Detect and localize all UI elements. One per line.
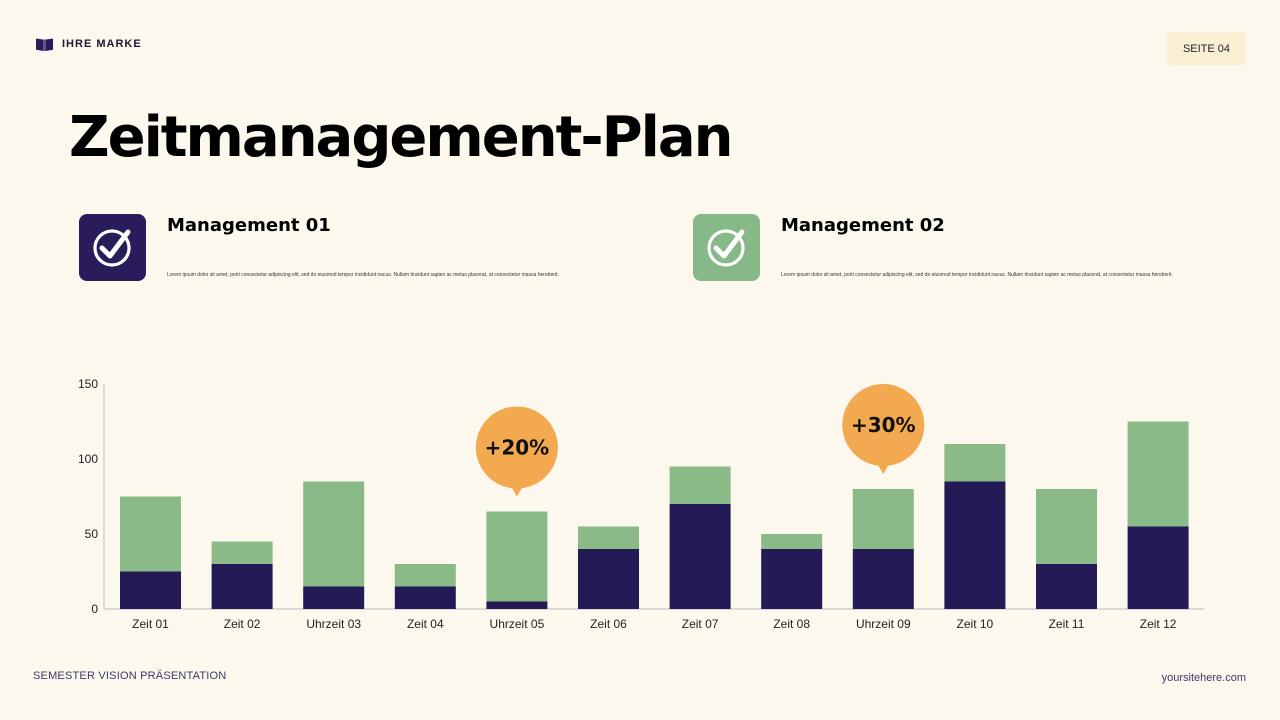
x-tick-label: Zeit 02 [224, 617, 261, 631]
x-tick-label: Uhrzeit 05 [490, 617, 545, 631]
bar-segment-series-1 [394, 586, 456, 609]
page-badge: SEITE 04 [1167, 32, 1246, 65]
annotation-bubble [475, 406, 558, 489]
page-label: SEITE 04 [1182, 42, 1231, 55]
book-icon [36, 38, 53, 51]
x-tick-label: Zeit 08 [773, 617, 810, 631]
footer-left: SEMESTER VISION PRÄSENTATION [33, 670, 227, 682]
annotation-pointer [876, 462, 891, 474]
check-circle-icon [92, 228, 131, 267]
x-tick-label: Uhrzeit 09 [856, 617, 911, 631]
bar-segment-series-1 [120, 571, 181, 609]
card-text: Lorem ipsum dolor sit amet, porti consec… [167, 272, 559, 278]
bar-segment-series-2 [852, 489, 914, 549]
card-title: Management 02 [781, 215, 945, 236]
y-tick-label: 0 [91, 602, 98, 616]
brand-name: IHRE MARKE [62, 38, 142, 50]
bar-segment-series-1 [303, 586, 365, 609]
bar-segment-series-2 [578, 526, 639, 549]
bar-segment-series-2 [944, 444, 1006, 482]
bar-segment-series-2 [303, 481, 365, 587]
card-icon-box [693, 214, 760, 281]
footer-website: yoursitehere.com [1161, 672, 1246, 684]
bar-segment-series-1 [761, 549, 823, 609]
bar-segment-series-1 [1036, 564, 1097, 609]
check-circle-icon [706, 228, 745, 267]
y-tick-label: 150 [78, 377, 98, 391]
x-tick-label: Zeit 10 [957, 617, 994, 631]
bar-segment-series-2 [669, 466, 731, 504]
bar-segment-series-1 [578, 549, 639, 609]
bar-segment-series-1 [211, 564, 273, 609]
bar-segment-series-1 [852, 549, 914, 609]
x-tick-label: Zeit 04 [407, 617, 444, 631]
card-icon-box [79, 214, 146, 281]
brand: IHRE MARKE [36, 37, 142, 51]
bar-segment-series-2 [120, 496, 181, 572]
annotation-bubble [842, 384, 925, 466]
x-tick-label: Zeit 07 [682, 617, 719, 631]
annotation-label: +30% [851, 413, 916, 437]
bar-segment-series-1 [1127, 526, 1189, 609]
bar-segment-series-1 [944, 481, 1006, 609]
bar-segment-series-1 [669, 504, 731, 609]
bar-segment-series-2 [761, 534, 823, 549]
x-tick-label: Zeit 01 [132, 617, 169, 631]
bar-segment-series-2 [1127, 421, 1189, 527]
bar-segment-series-1 [486, 601, 548, 609]
annotation-pointer [509, 484, 524, 497]
bar-segment-series-2 [394, 564, 456, 587]
bar-segment-series-2 [211, 541, 273, 564]
x-tick-label: Uhrzeit 03 [306, 617, 361, 631]
y-tick-label: 100 [78, 452, 98, 466]
bar-segment-series-2 [486, 511, 548, 602]
page-title: Zeitmanagement-Plan [69, 105, 734, 170]
card-text: Lorem ipsum dolor sit amet, porti consec… [781, 272, 1173, 278]
card-title: Management 01 [167, 215, 331, 236]
x-tick-label: Zeit 11 [1049, 617, 1085, 631]
y-tick-label: 50 [85, 527, 99, 541]
annotation-label: +20% [485, 436, 550, 460]
bar-segment-series-2 [1036, 489, 1097, 564]
x-tick-label: Zeit 06 [590, 617, 627, 631]
x-tick-label: Zeit 12 [1140, 617, 1177, 631]
